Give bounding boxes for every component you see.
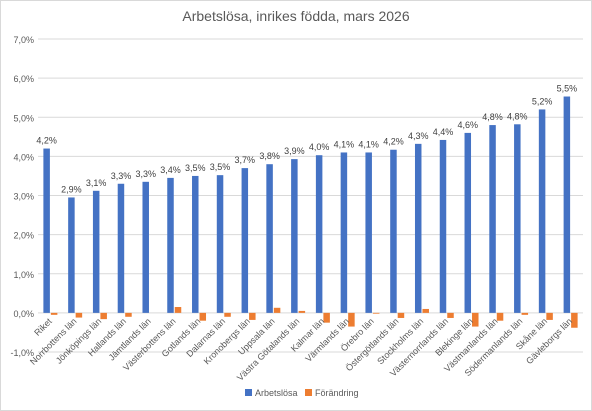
y-tick-label: 3,0% xyxy=(13,192,34,202)
data-label: 4,3% xyxy=(408,131,429,141)
data-label: 2,9% xyxy=(61,184,82,194)
data-label: 5,5% xyxy=(557,84,578,94)
y-tick-label: -1,0% xyxy=(10,348,34,358)
bar-forandring xyxy=(348,312,355,327)
bar-arbetslosa xyxy=(340,152,348,313)
bar-arbetslosa xyxy=(538,109,546,313)
bar-forandring xyxy=(298,310,306,313)
bar-arbetslosa xyxy=(390,149,397,313)
bar-arbetslosa xyxy=(266,164,273,313)
data-label: 4,1% xyxy=(334,139,355,149)
bar-arbetslosa xyxy=(489,125,496,313)
x-tick-label: Gävleborgs län xyxy=(524,316,574,366)
bar-forandring xyxy=(397,312,405,318)
data-label: 3,9% xyxy=(284,146,305,156)
bar-forandring xyxy=(546,312,553,320)
bar-arbetslosa xyxy=(117,183,125,313)
bar-arbetslosa xyxy=(439,139,447,313)
legend-swatch-arbetslosa xyxy=(245,389,252,396)
bar-arbetslosa xyxy=(464,132,472,313)
bar-forandring xyxy=(75,312,83,318)
bar-arbetslosa xyxy=(68,197,75,313)
bar-forandring xyxy=(273,307,281,313)
x-tick-label: Riket xyxy=(32,316,54,338)
data-label: 4,8% xyxy=(507,111,528,121)
y-tick-label: 7,0% xyxy=(13,35,34,45)
bar-arbetslosa xyxy=(43,148,50,313)
bar-forandring xyxy=(199,312,207,321)
data-label: 3,3% xyxy=(111,171,132,181)
data-label: 4,6% xyxy=(458,120,479,130)
bar-forandring xyxy=(50,312,58,315)
bar-forandring xyxy=(224,312,231,317)
legend-label: Förändring xyxy=(315,388,359,398)
bar-forandring xyxy=(571,312,578,328)
data-label: 3,7% xyxy=(235,155,256,165)
legend-label: Arbetslösa xyxy=(255,388,298,398)
data-label: 4,2% xyxy=(36,136,57,146)
y-tick-label: 5,0% xyxy=(13,113,34,123)
data-label: 3,4% xyxy=(160,165,181,175)
data-label: 4,2% xyxy=(383,137,404,147)
bar-forandring xyxy=(100,312,107,320)
bar-forandring xyxy=(521,312,529,315)
bar-arbetslosa xyxy=(92,190,100,313)
bar-arbetslosa xyxy=(365,152,372,313)
data-label: 4,0% xyxy=(309,142,330,152)
data-label: 5,2% xyxy=(532,96,553,106)
bar-arbetslosa xyxy=(167,177,174,313)
bar-forandring xyxy=(125,312,132,317)
data-label: 4,4% xyxy=(433,127,454,137)
data-label: 4,8% xyxy=(482,112,503,122)
y-tick-label: 0,0% xyxy=(13,309,34,319)
data-label: 3,5% xyxy=(210,162,231,172)
bar-arbetslosa xyxy=(291,159,298,313)
chart-title: Arbetslösa, inrikes födda, mars 2026 xyxy=(182,8,409,24)
data-label: 3,5% xyxy=(185,163,206,173)
bar-forandring xyxy=(174,307,182,313)
bar-forandring xyxy=(372,312,380,314)
bar-forandring xyxy=(496,312,504,321)
data-label: 3,3% xyxy=(135,169,156,179)
bar-arbetslosa xyxy=(514,124,521,313)
legend-swatch-forandring xyxy=(305,389,312,396)
bar-arbetslosa xyxy=(192,175,199,313)
y-tick-label: 1,0% xyxy=(13,270,34,280)
data-label: 4,1% xyxy=(358,139,379,149)
bar-forandring xyxy=(323,312,330,323)
y-tick-label: 2,0% xyxy=(13,231,34,241)
bar-arbetslosa xyxy=(216,175,224,313)
bar-arbetslosa xyxy=(241,168,249,313)
data-label: 3,1% xyxy=(86,178,107,188)
bar-forandring xyxy=(249,312,256,320)
y-tick-label: 6,0% xyxy=(13,74,34,84)
bar-arbetslosa xyxy=(563,96,571,313)
bar-arbetslosa xyxy=(315,155,323,313)
bar-arbetslosa xyxy=(414,143,422,313)
bar-forandring xyxy=(422,308,429,313)
bar-arbetslosa xyxy=(142,181,149,313)
y-tick-label: 4,0% xyxy=(13,152,34,162)
data-label: 3,8% xyxy=(259,151,280,161)
bar-forandring xyxy=(447,312,454,318)
bar-forandring xyxy=(472,312,479,327)
